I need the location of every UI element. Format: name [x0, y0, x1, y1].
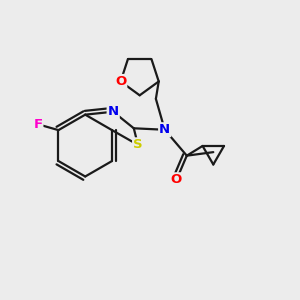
Text: N: N: [108, 105, 119, 118]
Text: N: N: [159, 123, 170, 136]
Text: O: O: [171, 173, 182, 186]
Text: S: S: [133, 138, 143, 151]
Text: F: F: [33, 118, 42, 131]
Text: O: O: [115, 75, 126, 88]
